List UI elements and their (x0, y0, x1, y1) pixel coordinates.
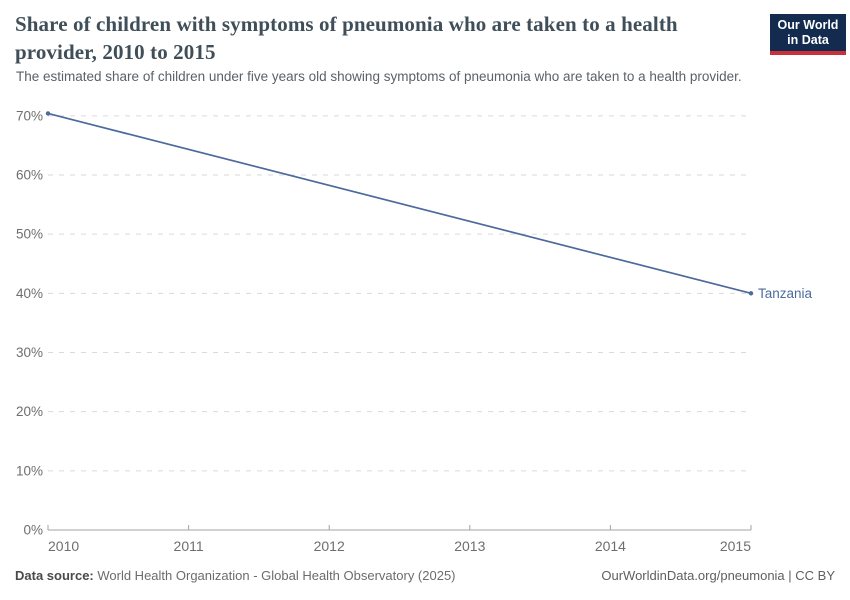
data-source-note: Data source: World Health Organization -… (15, 568, 456, 583)
x-tick-label: 2011 (174, 538, 204, 554)
owid-logo: Our World in Data (770, 14, 846, 55)
x-tick-label: 2012 (314, 538, 345, 554)
data-point (45, 111, 51, 116)
y-tick-label: 40% (16, 286, 43, 301)
y-tick-label: 30% (16, 345, 43, 360)
x-tick-label: 2013 (454, 538, 485, 554)
y-tick-label: 20% (16, 404, 43, 419)
owid-logo-line1: Our World (777, 17, 839, 32)
series-line (47, 112, 752, 295)
entity-label: Tanzania (758, 286, 813, 301)
x-tick-label: 2015 (720, 538, 751, 554)
chart-subtitle: The estimated share of children under fi… (16, 69, 742, 84)
y-tick-label: 60% (16, 168, 43, 183)
chart-title: Share of children with symptoms of pneum… (15, 12, 678, 64)
chart-footer: Data source: World Health Organization -… (15, 568, 835, 583)
data-source-value: World Health Organization - Global Healt… (93, 568, 456, 583)
x-tick-label: 2010 (48, 538, 79, 554)
credit-note: OurWorldinData.org/pneumonia | CC BY (601, 568, 835, 583)
data-point (748, 291, 754, 296)
y-tick-label: 70% (16, 108, 43, 123)
y-tick-label: 10% (16, 463, 43, 478)
y-tick-label: 50% (16, 227, 43, 242)
owid-logo-line2: in Data (787, 32, 829, 47)
y-tick-label: 0% (23, 523, 43, 538)
x-tick-label: 2014 (595, 538, 626, 554)
data-source-label: Data source: (15, 568, 94, 583)
